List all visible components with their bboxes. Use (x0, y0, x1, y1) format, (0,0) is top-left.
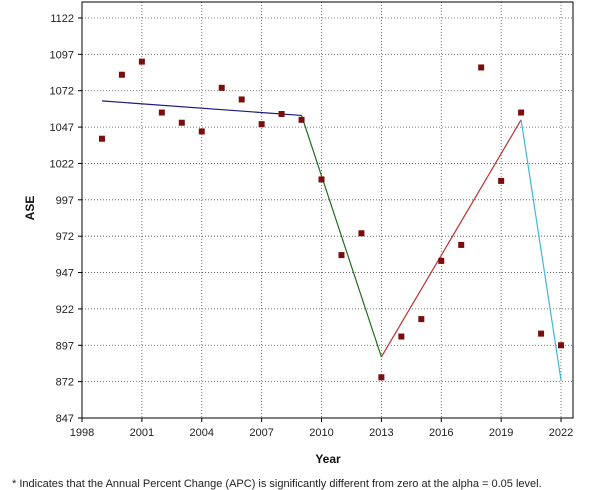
x-tick-label: 2022 (549, 427, 573, 439)
trend-segment-3 (380, 119, 522, 358)
data-point (138, 58, 145, 65)
data-point (518, 109, 525, 116)
data-point (318, 176, 325, 183)
axis-ticks: 847 872 897 922 947 972 997 1022 1047 1072 1097 112… (50, 13, 574, 439)
x-tick-label: 1998 (70, 427, 94, 439)
y-tick-label: 1122 (50, 13, 74, 25)
data-point (98, 135, 105, 142)
data-point (218, 84, 225, 91)
data-point (498, 177, 505, 184)
data-point (438, 257, 445, 264)
data-point (278, 111, 285, 117)
footnote: * Indicates that the Annual Percent Chan… (12, 478, 542, 490)
observed-points (98, 58, 565, 381)
y-tick-label: 847 (56, 413, 74, 425)
data-point (338, 252, 345, 259)
data-point (178, 119, 185, 126)
y-tick-label: 1097 (50, 49, 74, 61)
data-point (118, 71, 125, 78)
y-tick-label: 897 (56, 340, 74, 352)
data-point (398, 333, 405, 340)
x-tick-label: 2016 (429, 427, 453, 439)
trend-segment-1 (101, 100, 302, 117)
x-tick-label: 2010 (309, 427, 333, 439)
data-point (358, 230, 365, 237)
x-tick-label: 2001 (130, 427, 154, 439)
x-axis-title: Year (315, 452, 341, 466)
data-point (378, 374, 385, 381)
data-point (458, 241, 465, 248)
trend-segments (101, 100, 562, 381)
y-tick-label: 1022 (50, 158, 74, 170)
y-axis-title: ASE (23, 196, 37, 221)
y-tick-label: 947 (56, 268, 74, 280)
y-tick-label: 922 (56, 304, 74, 316)
data-point (158, 109, 165, 116)
data-point (558, 342, 565, 349)
data-point (478, 64, 485, 71)
y-tick-label: 1072 (50, 86, 74, 98)
data-point (238, 96, 245, 103)
x-tick-label: 2019 (489, 427, 513, 439)
x-tick-label: 2007 (249, 427, 273, 439)
grid-lines (82, 2, 573, 418)
y-tick-label: 1047 (50, 122, 74, 134)
data-point (298, 116, 305, 123)
data-point (538, 330, 545, 337)
y-tick-label: 872 (56, 377, 74, 389)
plot-area (81, 1, 574, 419)
data-point (258, 121, 265, 128)
data-point (418, 316, 425, 323)
data-point (198, 128, 205, 135)
trend-segment-2 (300, 115, 382, 358)
trend-segment-4 (520, 119, 562, 381)
x-tick-label: 2013 (369, 427, 393, 439)
x-tick-label: 2004 (190, 427, 214, 439)
y-tick-label: 997 (56, 195, 74, 207)
y-tick-label: 972 (56, 231, 74, 243)
